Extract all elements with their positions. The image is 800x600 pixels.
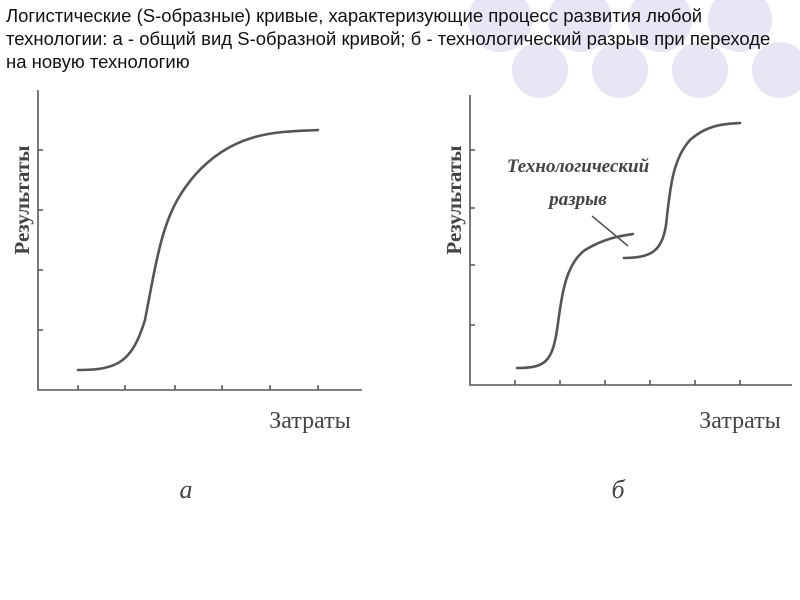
decor-circle — [548, 0, 612, 52]
x-label: Затраты — [269, 408, 350, 434]
title: Логистические (S-образные) кривые, харак… — [6, 5, 771, 72]
decor-circle — [512, 42, 568, 98]
s-curve-old — [515, 232, 635, 370]
decor-circle — [628, 0, 692, 52]
decor — [468, 0, 800, 98]
annotation-line: Технологический — [507, 156, 649, 177]
ticks — [38, 149, 319, 390]
y-label: Результаты — [442, 145, 466, 254]
caption: б — [611, 475, 625, 504]
decor-circle — [672, 42, 728, 98]
panel-a: Результаты Затраты а — [10, 90, 362, 504]
decor-circle — [708, 0, 772, 52]
decor-circle — [752, 42, 800, 98]
decor-circle — [592, 42, 648, 98]
x-label: Затраты — [699, 408, 780, 434]
annotation-line: разрыв — [547, 189, 607, 210]
axes — [37, 90, 362, 391]
panel-b: Результаты Технологический разрыв Затрат… — [442, 95, 792, 504]
y-label: Результаты — [10, 145, 34, 254]
s-curve — [76, 128, 320, 372]
ticks — [470, 149, 741, 385]
s-curve-new — [622, 121, 742, 260]
axes — [469, 95, 792, 386]
leader-line — [591, 215, 629, 247]
caption: а — [180, 475, 193, 504]
decor-circle — [468, 0, 532, 52]
